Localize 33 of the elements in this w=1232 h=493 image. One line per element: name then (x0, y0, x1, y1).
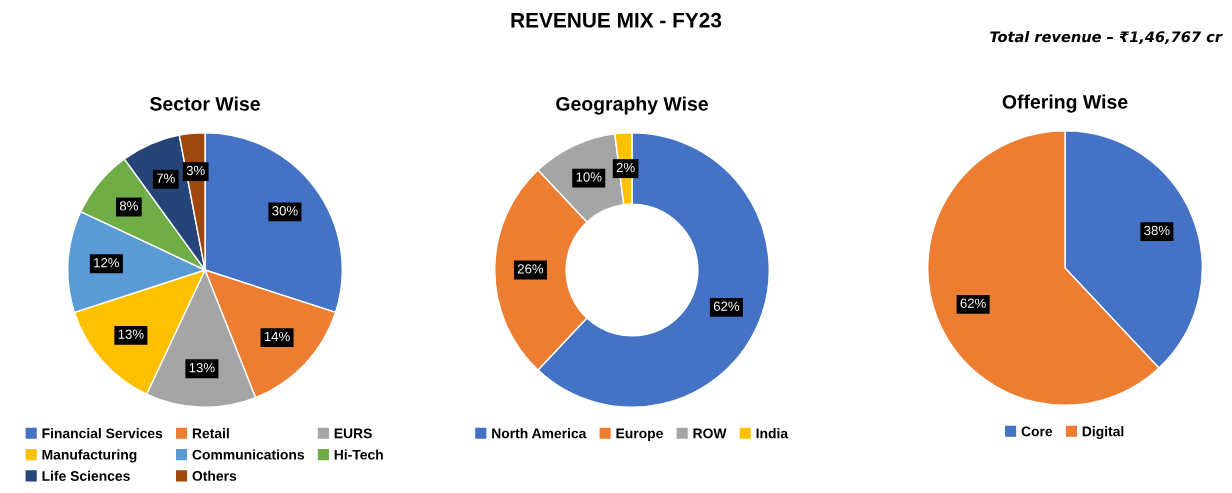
legend-label: Retail (192, 428, 229, 439)
data-label: 12% (94, 257, 120, 268)
text: Total revenue – ₹1,46,767 cr (990, 30, 1223, 45)
chart-title: Sector Wise (149, 96, 260, 111)
data-label: 8% (119, 201, 138, 211)
legend-label: Digital (1082, 426, 1124, 440)
chart-title: Offering Wise (1002, 94, 1128, 113)
legend-label: India (756, 428, 789, 439)
legend-label: Life Sciences (42, 470, 130, 481)
data-label: 13% (189, 362, 215, 373)
legend-label: Others (192, 470, 237, 481)
data-label: 38% (1144, 225, 1170, 236)
legend-label: ROW (693, 428, 727, 439)
data-label: 3% (186, 165, 205, 176)
legend-label: North America (492, 428, 587, 439)
data-label: 14% (264, 331, 290, 342)
data-label: 13% (118, 329, 144, 339)
data-label: 2% (616, 162, 635, 173)
legend-label: Manufacturing (42, 449, 137, 463)
legend-label: Communications (192, 449, 305, 460)
data-label: 10% (576, 172, 602, 182)
legend-label: EURS (334, 428, 372, 439)
data-label: 7% (156, 173, 175, 183)
legend-label: Financial Services (42, 428, 163, 439)
text: REVENUE MIX - FY23 (511, 12, 722, 28)
data-label: 26% (517, 264, 544, 274)
data-label: 62% (960, 298, 986, 308)
data-label: 30% (272, 206, 298, 216)
legend-label: Core (1021, 426, 1053, 437)
chart-title: Geography Wise (556, 96, 708, 115)
data-label: 62% (713, 301, 740, 311)
legend-label: Hi-Tech (334, 449, 383, 460)
legend-label: Europe (616, 428, 663, 442)
